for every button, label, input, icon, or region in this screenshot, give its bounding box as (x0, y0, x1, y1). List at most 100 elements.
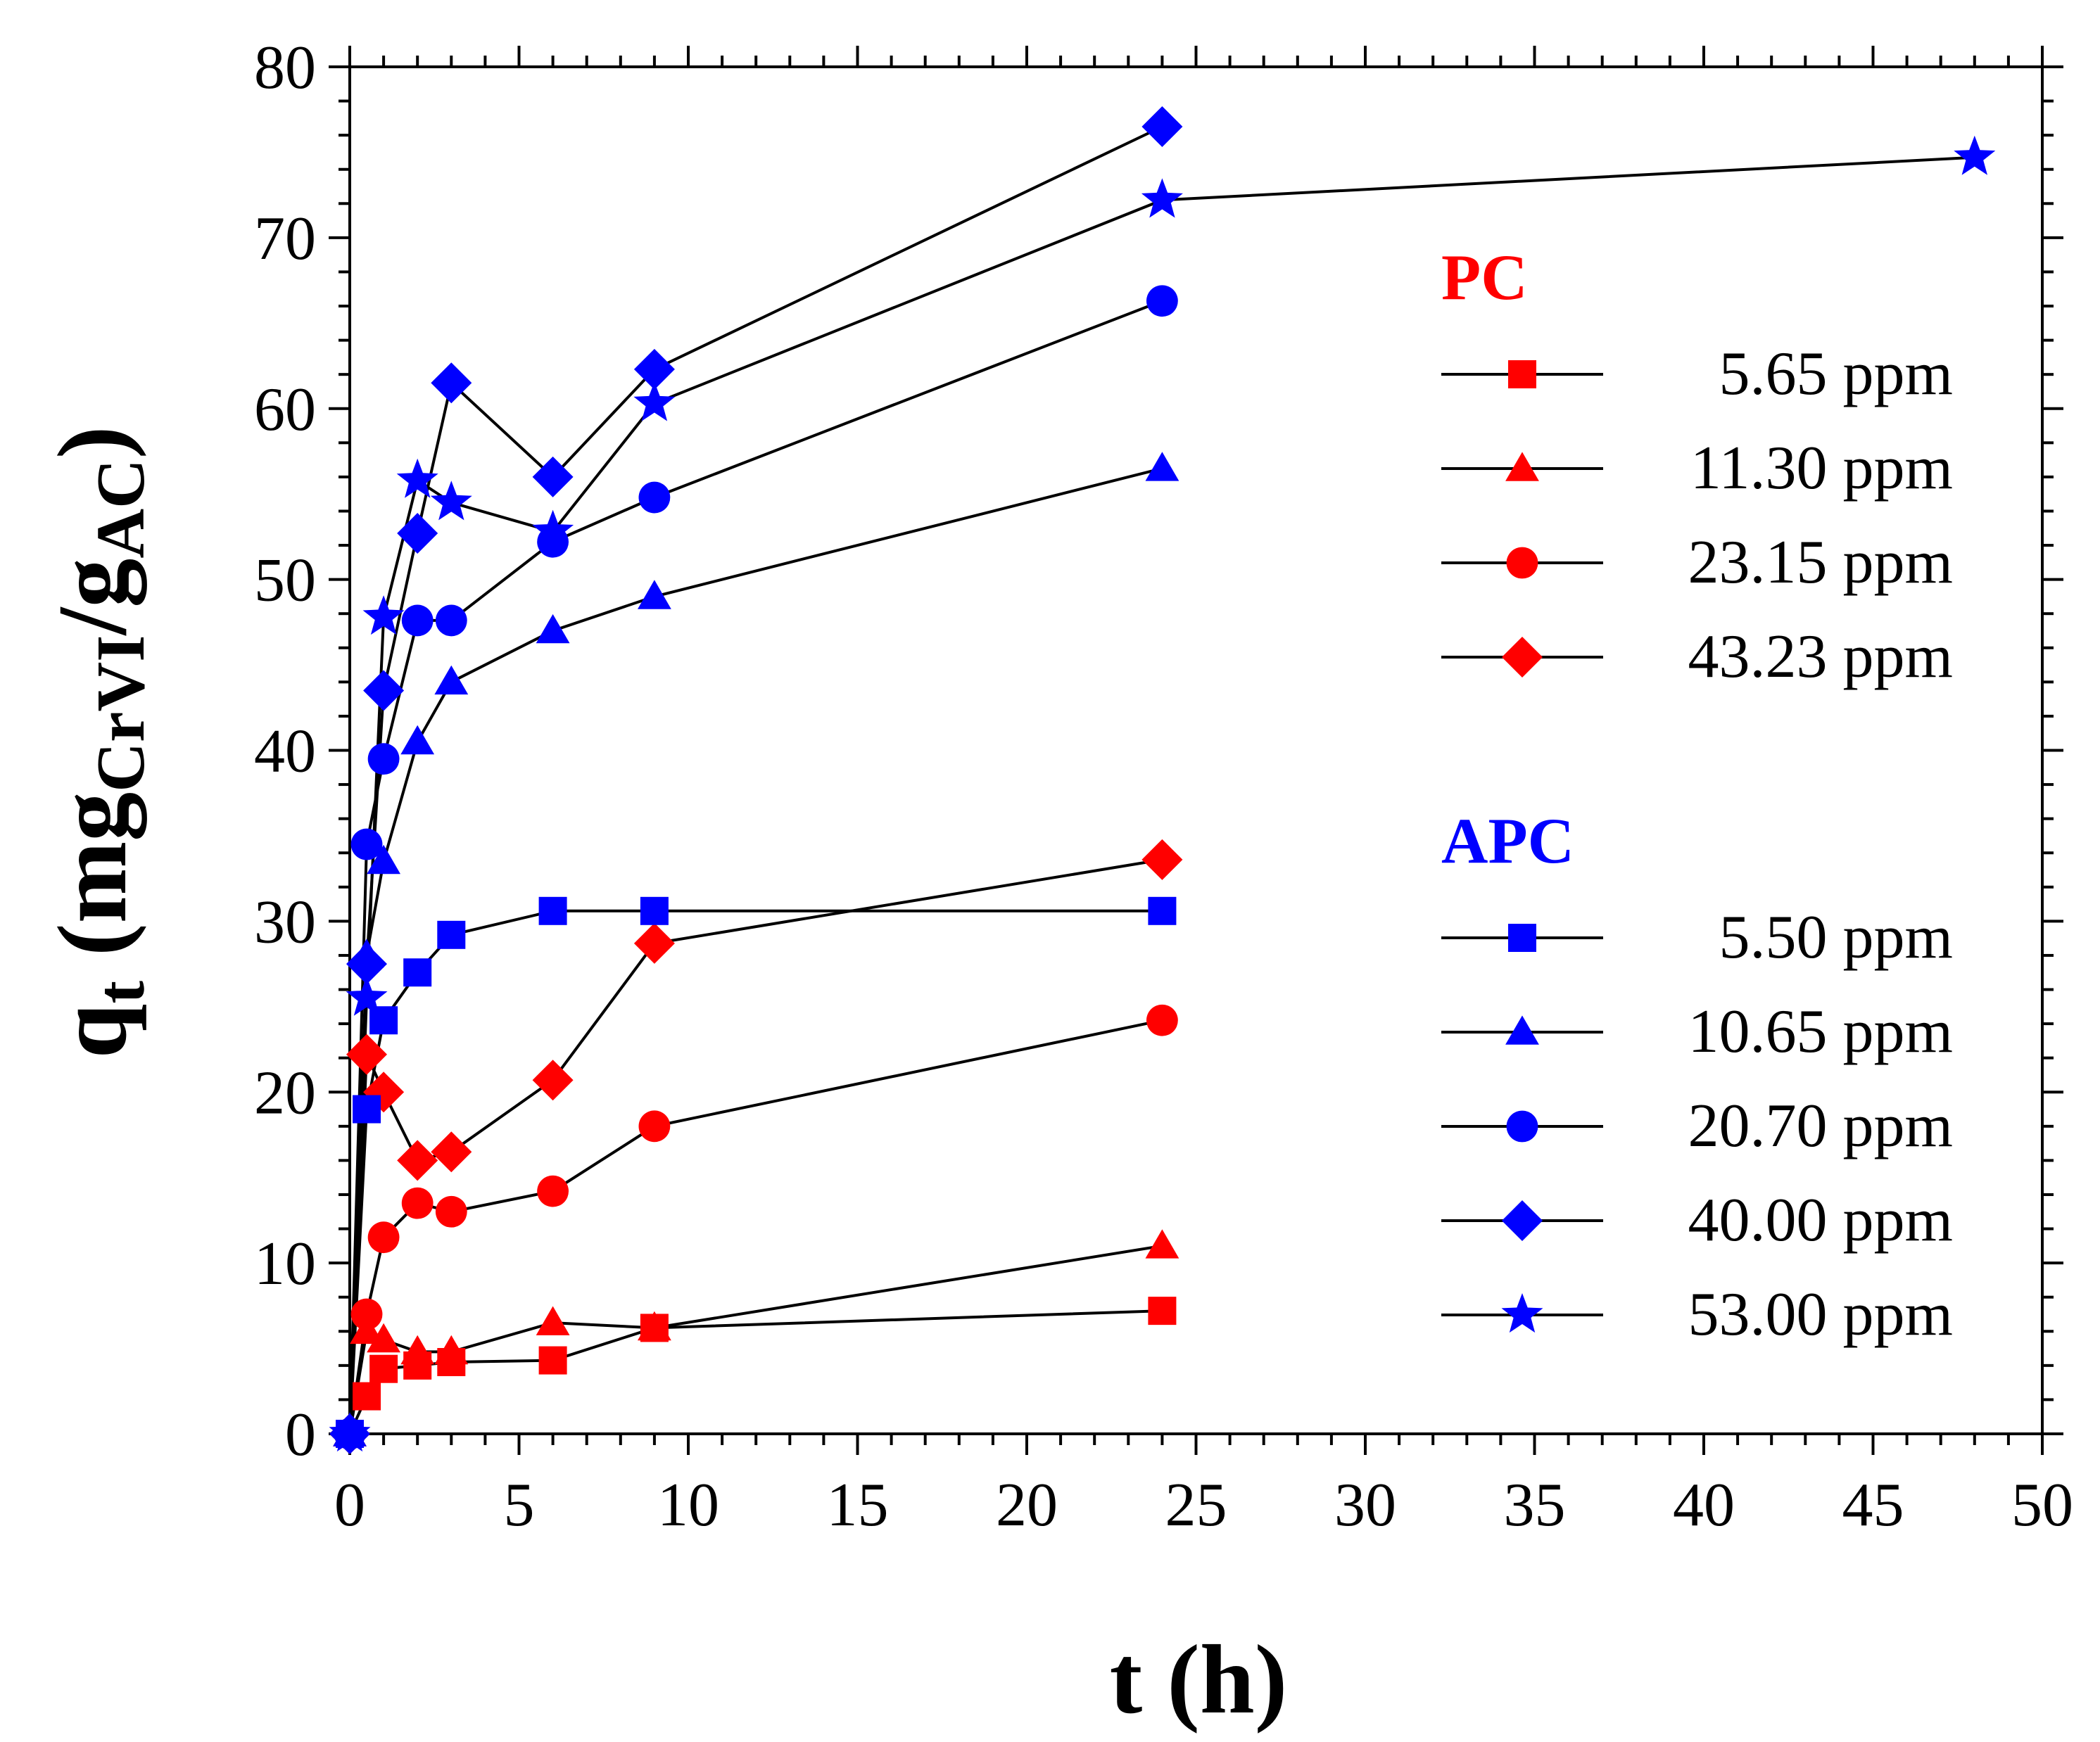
legend-marker (1502, 637, 1543, 678)
data-point (346, 976, 388, 1016)
legend-entry: 53.00 ppm (1441, 1280, 1953, 1349)
legend-label: 23.15 ppm (1688, 528, 1953, 597)
data-point (397, 1140, 438, 1181)
data-point (638, 481, 671, 514)
series-markers-pc-43-23-ppm (329, 839, 1183, 1454)
data-point (430, 481, 472, 521)
legend-marker (1506, 547, 1538, 579)
y-axis-title-open: (mg (38, 792, 147, 981)
data-point (1148, 896, 1177, 925)
y-tick-label: 70 (254, 205, 316, 273)
data-point (400, 1335, 435, 1365)
data-point (638, 1110, 671, 1143)
legend-label: 10.65 ppm (1688, 998, 1953, 1066)
data-point (536, 613, 570, 644)
data-point (431, 362, 472, 404)
x-tick-label: 5 (504, 1471, 535, 1539)
data-point (367, 1323, 400, 1353)
x-tick-label: 10 (657, 1471, 719, 1539)
legend-marker (1506, 1110, 1538, 1143)
legend-group-title: APC (1441, 805, 1574, 877)
data-point (362, 595, 405, 635)
legend-marker (1505, 452, 1539, 481)
y-axis-title-sub-ac: AC (83, 459, 159, 559)
data-point (532, 456, 574, 497)
legend-marker (1508, 924, 1536, 952)
legend-entry: 20.70 ppm (1441, 1092, 1953, 1160)
series-markers-apc-20-70-ppm (334, 285, 1178, 1450)
data-point (633, 381, 676, 421)
y-tick-label: 60 (254, 376, 316, 444)
data-point (633, 348, 675, 390)
data-point (353, 1095, 381, 1124)
data-point (1141, 178, 1183, 218)
data-point (1141, 106, 1183, 147)
data-point (633, 922, 675, 964)
data-point (363, 670, 405, 711)
legend-label: 5.50 ppm (1719, 903, 1953, 972)
y-axis-title: qt (mgCrVI/gAC) (38, 426, 159, 1058)
y-tick-label: 10 (254, 1230, 316, 1298)
y-tick-label: 80 (254, 34, 316, 102)
data-point (638, 580, 671, 609)
data-point (532, 1060, 574, 1101)
legend-entry: 40.00 ppm (1441, 1186, 1953, 1254)
data-point (1148, 1297, 1177, 1325)
x-tick-label: 30 (1334, 1471, 1396, 1539)
x-tick-label: 25 (1165, 1471, 1227, 1539)
legend-label: 40.00 ppm (1688, 1186, 1953, 1254)
data-point (532, 509, 574, 549)
data-point (435, 1195, 467, 1228)
y-tick-label: 0 (285, 1401, 316, 1469)
x-tick-label: 15 (827, 1471, 889, 1539)
y-tick-label: 20 (254, 1059, 316, 1127)
legend-label: 11.30 ppm (1690, 434, 1953, 502)
data-point (431, 1131, 472, 1173)
legend-entry: 43.23 ppm (1441, 623, 1953, 691)
data-point (367, 743, 400, 775)
legend: PC 5.65 ppm 11.30 ppm 23.15 ppm 43.23 ppm APC… (1441, 241, 1953, 1349)
legend-marker (1505, 1015, 1539, 1045)
x-axis-title: t (h) (1110, 1625, 1288, 1734)
data-point (538, 1346, 567, 1375)
x-tick-label: 35 (1504, 1471, 1566, 1539)
y-tick-label: 40 (254, 718, 316, 786)
plot-series (329, 106, 1996, 1454)
data-point (401, 604, 434, 637)
x-tick-label: 50 (2011, 1471, 2073, 1539)
data-point (350, 1298, 383, 1330)
data-point (1141, 839, 1183, 880)
legend-group-title: PC (1441, 241, 1528, 313)
y-axis-title-close: ) (38, 426, 147, 459)
data-point (434, 665, 469, 695)
y-axis-title-slash: /g (38, 559, 147, 637)
series-markers-apc-53-00-ppm (329, 135, 1996, 1452)
series-markers-apc-10-65-ppm (333, 452, 1179, 1447)
data-point (400, 725, 435, 755)
data-point (367, 1221, 400, 1254)
x-tick-label: 20 (996, 1471, 1058, 1539)
legend-label: 53.00 ppm (1688, 1280, 1953, 1349)
x-tick-label: 45 (1842, 1471, 1904, 1539)
data-point (537, 1175, 569, 1207)
data-point (346, 943, 387, 985)
data-point (397, 513, 438, 554)
legend-label: 20.70 ppm (1688, 1092, 1953, 1160)
data-point (1954, 135, 1996, 175)
data-point (1145, 452, 1179, 481)
data-point (538, 896, 567, 925)
legend-entry: 11.30 ppm (1441, 434, 1953, 502)
data-point (350, 828, 383, 860)
data-point (1146, 285, 1178, 317)
data-point (353, 1382, 381, 1411)
data-point (434, 1335, 469, 1365)
legend-label: 5.65 ppm (1719, 340, 1953, 408)
y-axis-title-sub-cr: CrVI (83, 635, 159, 792)
legend-label: 43.23 ppm (1688, 623, 1953, 691)
data-point (435, 604, 467, 637)
data-point (1145, 1229, 1179, 1259)
data-point (1146, 1004, 1178, 1036)
data-point (638, 1311, 671, 1341)
legend-marker (1502, 1200, 1543, 1241)
legend-marker (1508, 360, 1536, 388)
